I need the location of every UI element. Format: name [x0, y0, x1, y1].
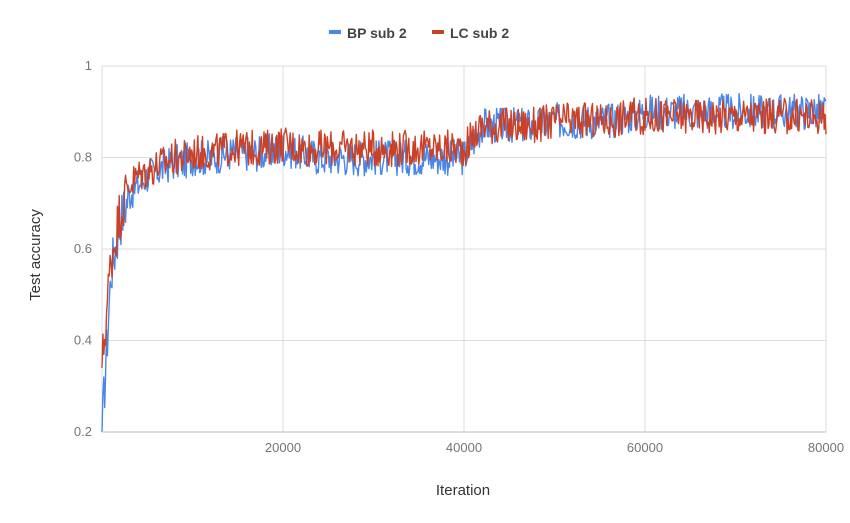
- y-tick-label: 1: [85, 58, 92, 73]
- x-tick-label: 20000: [265, 440, 301, 455]
- series-line-lc-sub-2: [101, 97, 827, 368]
- y-tick-label: 0.6: [74, 241, 92, 256]
- gridlines: [101, 65, 827, 433]
- axes: 0.2 0.4 0.6 0.8 1 20000 40000 60000 80000: [74, 58, 844, 455]
- x-axis-title: Iteration: [436, 482, 490, 499]
- series-layer: [101, 92, 827, 433]
- legend-label-lc-sub-2: LC sub 2: [450, 25, 509, 41]
- legend-label-bp-sub-2: BP sub 2: [347, 25, 407, 41]
- x-tick-label: 80000: [808, 440, 844, 455]
- legend-swatch-lc-sub-2: [432, 30, 444, 34]
- x-tick-label: 40000: [446, 440, 482, 455]
- legend-swatch-bp-sub-2: [329, 30, 341, 34]
- x-tick-label: 60000: [627, 440, 663, 455]
- y-tick-label: 0.2: [74, 424, 92, 439]
- legend: BP sub 2 LC sub 2: [329, 25, 509, 41]
- y-tick-label: 0.8: [74, 150, 92, 165]
- y-tick-label: 0.4: [74, 333, 92, 348]
- y-axis-title: Test accuracy: [27, 209, 44, 301]
